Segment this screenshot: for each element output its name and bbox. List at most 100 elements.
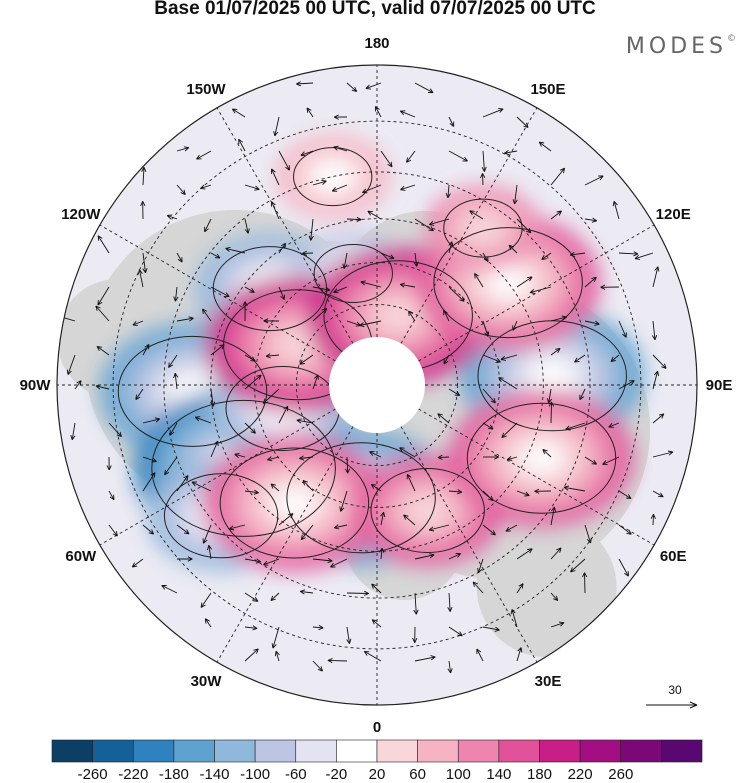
- wind-arrow: [482, 354, 501, 363]
- wind-arrow: [244, 592, 259, 602]
- meridian-line: [376, 384, 665, 552]
- wind-arrow: [379, 547, 385, 560]
- wind-arrow: [108, 524, 118, 537]
- wind-arrow: [244, 374, 262, 390]
- reference-vector: 30: [646, 683, 698, 709]
- wind-arrow: [278, 513, 294, 526]
- longitude-label: 150E: [530, 81, 565, 98]
- wind-arrow: [563, 485, 586, 492]
- wind-arrow: [244, 625, 258, 631]
- wind-arrow: [529, 286, 552, 294]
- wind-arrow: [380, 252, 395, 260]
- wind-arrow: [204, 218, 212, 233]
- wind-arrow: [371, 619, 382, 628]
- wind-arrow: [274, 650, 280, 662]
- wind-arrow: [137, 269, 144, 288]
- wind-arrow: [516, 490, 530, 497]
- wind-arrow: [505, 524, 518, 532]
- anomaly-contour: [313, 244, 393, 303]
- anomaly-level: [486, 266, 530, 299]
- wind-arrow: [346, 216, 362, 223]
- wind-arrow: [296, 418, 314, 424]
- colorbar-label: 220: [568, 766, 593, 783]
- meridian-line: [210, 97, 378, 386]
- wind-arrow: [196, 150, 212, 160]
- wind-arrow: [582, 572, 588, 594]
- wind-arrow: [574, 354, 586, 363]
- wind-arrow: [371, 583, 382, 594]
- wind-arrow: [516, 218, 532, 234]
- wind-arrow: [270, 483, 280, 492]
- wind-arrow: [408, 310, 416, 322]
- wind-arrow: [177, 556, 193, 562]
- map-border: [56, 64, 698, 706]
- meridian-line: [210, 384, 378, 673]
- wind-arrow: [512, 320, 518, 331]
- wind-arrow: [550, 506, 557, 526]
- wind-arrow: [469, 210, 484, 220]
- wind-arrow: [312, 624, 324, 631]
- colorbar-label: 20: [369, 766, 386, 783]
- wind-arrow: [652, 370, 660, 390]
- wind-arrow: [278, 286, 286, 300]
- colorbar-swatch: [417, 739, 459, 763]
- longitude-label: 150W: [186, 81, 226, 98]
- colorbar-label: 60: [409, 766, 426, 783]
- wind-arrow: [176, 252, 183, 263]
- wind-arrow: [142, 524, 155, 535]
- wind-arrow: [345, 456, 351, 474]
- wind-arrow: [482, 108, 504, 118]
- longitude-label: 90E: [706, 377, 733, 394]
- map-title: Base 01/07/2025 00 UTC, valid 07/07/2025…: [154, 0, 596, 19]
- wind-arrow: [428, 218, 450, 226]
- wind-arrow: [339, 490, 348, 512]
- colorbar-label: -20: [326, 766, 348, 783]
- colorbar-swatch: [254, 739, 297, 763]
- wind-arrow: [234, 452, 246, 458]
- wind-arrow: [534, 488, 552, 494]
- wind-arrow: [374, 106, 382, 118]
- wind-arrow: [278, 242, 286, 254]
- colorbar-swatch: [336, 739, 378, 763]
- wind-arrow: [333, 145, 348, 152]
- wind-arrow: [652, 490, 664, 498]
- wind-arrow: [579, 388, 586, 401]
- wind-arrow: [510, 609, 518, 628]
- wind-arrow: [437, 413, 450, 424]
- wind-arrow: [482, 252, 489, 262]
- colorbar-swatch: [51, 739, 93, 763]
- wind-arrow: [584, 524, 592, 544]
- wind-arrow: [437, 454, 450, 460]
- wind-arrow: [229, 524, 246, 531]
- wind-arrow: [108, 422, 122, 438]
- positive-center-40w: [202, 435, 387, 571]
- anomaly-contour: [163, 473, 279, 559]
- wind-arrow: [300, 150, 314, 157]
- wind-arrow: [200, 592, 212, 608]
- wind-arrow: [414, 553, 435, 560]
- wind-arrow: [210, 388, 216, 407]
- wind-arrow: [206, 545, 213, 560]
- reference-vector-label: 30: [668, 683, 682, 697]
- anomaly-level: [276, 328, 320, 361]
- wind-arrow: [238, 138, 246, 152]
- colorbar-label: 260: [608, 766, 633, 783]
- wind-arrow: [413, 252, 419, 267]
- wind-arrow: [176, 475, 189, 492]
- wind-arrow: [244, 184, 260, 191]
- wind-arrow: [308, 218, 314, 241]
- wind-arrow: [403, 514, 416, 526]
- wind-arrow: [542, 448, 552, 458]
- wind-arrow: [278, 405, 289, 424]
- wind-arrow: [448, 286, 465, 302]
- wind-arrow: [399, 282, 416, 288]
- wind-arrow: [584, 217, 597, 223]
- wind-arrow: [263, 558, 280, 566]
- wind-arrow: [360, 280, 382, 288]
- meridian-line: [376, 384, 544, 673]
- wind-arrow: [312, 558, 333, 564]
- wind-arrow: [74, 380, 82, 390]
- wind-arrow: [546, 388, 552, 404]
- wind-arrow: [363, 650, 382, 662]
